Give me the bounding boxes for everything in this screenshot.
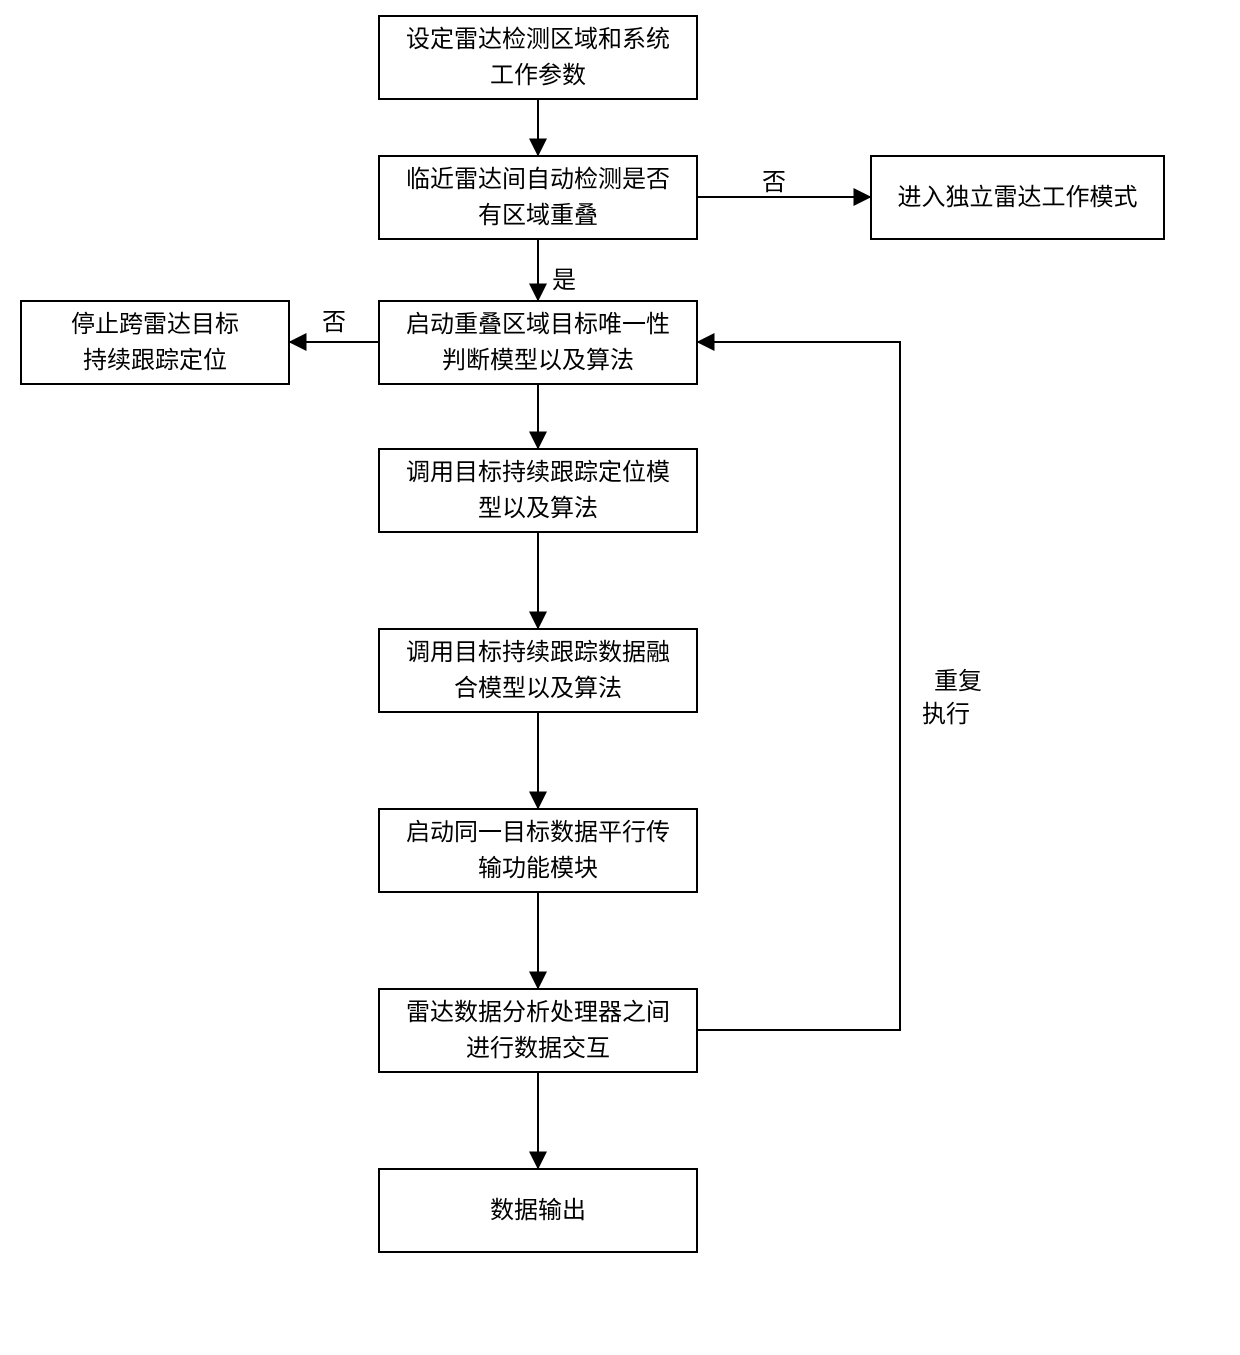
node-parallel-transfer: 启动同一目标数据平行传 输功能模块 bbox=[378, 808, 698, 893]
node-text: 雷达数据分析处理器之间 进行数据交互 bbox=[406, 995, 670, 1067]
node-set-params: 设定雷达检测区域和系统 工作参数 bbox=[378, 15, 698, 100]
node-text: 停止跨雷达目标 持续跟踪定位 bbox=[71, 307, 239, 379]
node-text: 启动同一目标数据平行传 输功能模块 bbox=[406, 815, 670, 887]
edge-label-no-2: 否 bbox=[320, 300, 348, 339]
node-text: 进入独立雷达工作模式 bbox=[898, 180, 1138, 216]
node-independent-mode: 进入独立雷达工作模式 bbox=[870, 155, 1165, 240]
node-data-exchange: 雷达数据分析处理器之间 进行数据交互 bbox=[378, 988, 698, 1073]
node-text: 调用目标持续跟踪定位模 型以及算法 bbox=[406, 455, 670, 527]
edge-label-no-1: 否 bbox=[760, 160, 788, 199]
node-uniqueness-model: 启动重叠区域目标唯一性 判断模型以及算法 bbox=[378, 300, 698, 385]
node-check-overlap: 临近雷达间自动检测是否 有区域重叠 bbox=[378, 155, 698, 240]
edge-label-repeat: 重复 执行 bbox=[920, 630, 984, 735]
edge-loop-n9-n4 bbox=[698, 342, 900, 1030]
node-text: 启动重叠区域目标唯一性 判断模型以及算法 bbox=[406, 307, 670, 379]
node-data-output: 数据输出 bbox=[378, 1168, 698, 1253]
edge-label-yes: 是 bbox=[550, 258, 578, 297]
node-stop-tracking: 停止跨雷达目标 持续跟踪定位 bbox=[20, 300, 290, 385]
node-text: 调用目标持续跟踪数据融 合模型以及算法 bbox=[406, 635, 670, 707]
node-text: 临近雷达间自动检测是否 有区域重叠 bbox=[406, 162, 670, 234]
node-text: 数据输出 bbox=[490, 1193, 586, 1229]
node-fusion-model: 调用目标持续跟踪数据融 合模型以及算法 bbox=[378, 628, 698, 713]
node-tracking-model: 调用目标持续跟踪定位模 型以及算法 bbox=[378, 448, 698, 533]
node-text: 设定雷达检测区域和系统 工作参数 bbox=[406, 22, 670, 94]
